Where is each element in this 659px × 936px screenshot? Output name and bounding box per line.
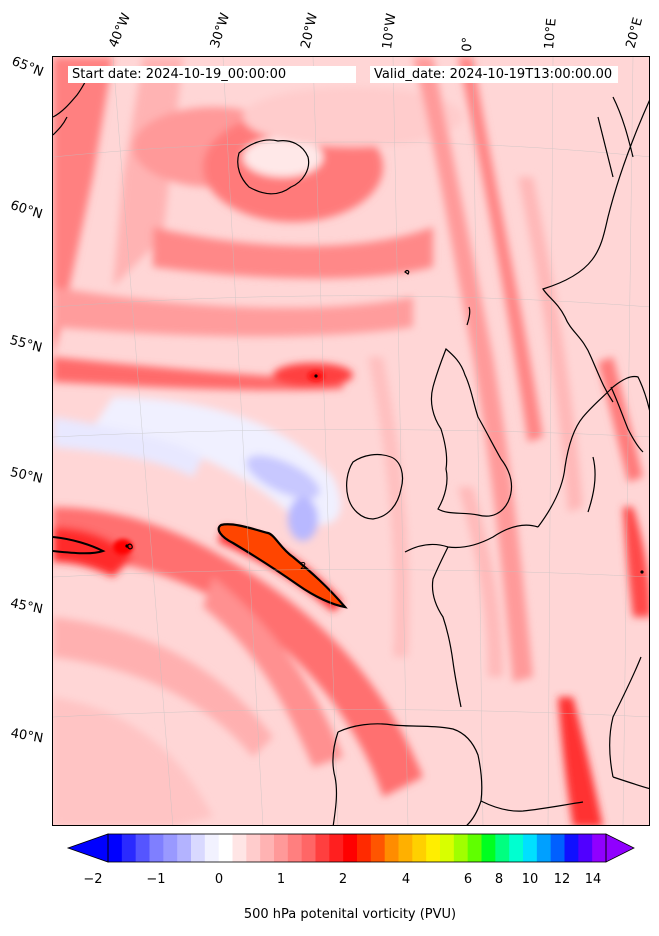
- colorbar-cell: [301, 834, 316, 862]
- coastlines: [53, 66, 649, 825]
- colorbar-tick: 8: [494, 872, 504, 887]
- lon-label-30w: 30°W: [207, 11, 234, 50]
- north-africa-coast: [480, 776, 649, 812]
- colorbar-tick: −2: [83, 872, 103, 887]
- map-plot-area: 2: [52, 56, 650, 826]
- colorbar-cell: [163, 834, 178, 862]
- contour-label: 2: [300, 561, 306, 572]
- colorbar-cell: [274, 834, 289, 862]
- colorbar-tick: 14: [584, 872, 602, 887]
- valid-date-label: Valid_date: 2024-10-19T13:00:00.00: [370, 66, 619, 83]
- colorbar-extend-high: [605, 833, 635, 863]
- colorbar-cell: [523, 834, 538, 862]
- colorbar-cell: [204, 834, 220, 862]
- colorbar-cell: [149, 834, 164, 862]
- iceland-coast: [237, 139, 310, 195]
- colorbar-tick: 2: [338, 872, 348, 887]
- france-coast: [404, 524, 539, 708]
- colorbar-border: [107, 833, 607, 863]
- colorbar-cell: [536, 834, 552, 862]
- europe-mainland: [537, 375, 649, 778]
- colorbar-tick: −1: [146, 872, 166, 887]
- lon-label-20e: 20°E: [623, 15, 647, 51]
- colorbar-cell: [426, 834, 441, 862]
- lat-label-60n: 60°N: [8, 198, 45, 223]
- lon-label-20w: 20°W: [298, 11, 322, 50]
- colorbar-cell: [108, 834, 123, 862]
- britain-coast: [430, 347, 513, 517]
- colorbar-cell: [453, 834, 469, 862]
- colorbar-cell: [592, 834, 607, 862]
- lon-label-10e: 10°E: [542, 17, 560, 51]
- colorbar-cell: [467, 834, 482, 862]
- colorbar-tick: 6: [463, 872, 473, 887]
- colorbar-cell: [177, 834, 192, 862]
- colorbar-cell: [564, 834, 579, 862]
- colorbar-cell: [315, 834, 330, 862]
- colorbar-cell: [412, 834, 427, 862]
- iberia-coast: [332, 723, 483, 825]
- colorbar-cell: [384, 834, 399, 862]
- colorbar-cell: [357, 834, 372, 862]
- colorbar-extend-low: [66, 833, 109, 863]
- colorbar-cell: [398, 834, 413, 862]
- pv-2-contour-region: [217, 523, 348, 609]
- colorbar-cell: [246, 834, 261, 862]
- colorbar-cell: [260, 834, 275, 862]
- colorbar-label: 500 hPa potenital vorticity (PVU): [243, 907, 457, 922]
- colorbar-cell: [509, 834, 524, 862]
- colorbar-cell: [135, 834, 150, 862]
- colorbar-cell: [495, 834, 510, 862]
- ireland-coast: [346, 453, 404, 520]
- colorbar-cell: [121, 834, 137, 862]
- colorbar-tick: 10: [521, 872, 539, 887]
- lat-label-40n: 40°N: [9, 726, 45, 747]
- lon-label-10w: 10°W: [380, 12, 400, 51]
- lat-label-50n: 50°N: [8, 465, 44, 487]
- colorbar-cell: [218, 834, 233, 862]
- start-date-label: Start date: 2024-10-19_00:00:00: [68, 66, 357, 83]
- colorbar-cell: [329, 834, 344, 862]
- colorbar-cell: [578, 834, 593, 862]
- colorbar-cell: [343, 834, 358, 862]
- vorticity-field-map: 2: [53, 57, 649, 825]
- lat-label-55n: 55°N: [8, 333, 44, 356]
- scandinavia-coast: [542, 96, 649, 403]
- colorbar-cell: [550, 834, 565, 862]
- colorbar-tick: 4: [401, 872, 411, 887]
- faroe-shetland: [404, 269, 471, 326]
- lon-label-0: 0°: [460, 36, 476, 52]
- azores: [127, 543, 133, 550]
- lat-label-65n: 65°N: [9, 54, 46, 81]
- colorbar-cell: [440, 834, 455, 862]
- colorbar-cell: [191, 834, 206, 862]
- colorbar-tick: 12: [553, 872, 571, 887]
- colorbar-cell: [232, 834, 247, 862]
- colorbar-tick: 0: [214, 872, 224, 887]
- lat-label-45n: 45°N: [8, 596, 45, 618]
- colorbar-tick: 1: [276, 872, 286, 887]
- colorbar-cell: [370, 834, 386, 862]
- colorbar-cell: [481, 834, 496, 862]
- lon-label-40w: 40°W: [106, 11, 135, 51]
- denmark-coast: [610, 386, 644, 453]
- colorbar-cell: [287, 834, 303, 862]
- colorbar: [66, 833, 635, 863]
- graticule: [53, 57, 649, 825]
